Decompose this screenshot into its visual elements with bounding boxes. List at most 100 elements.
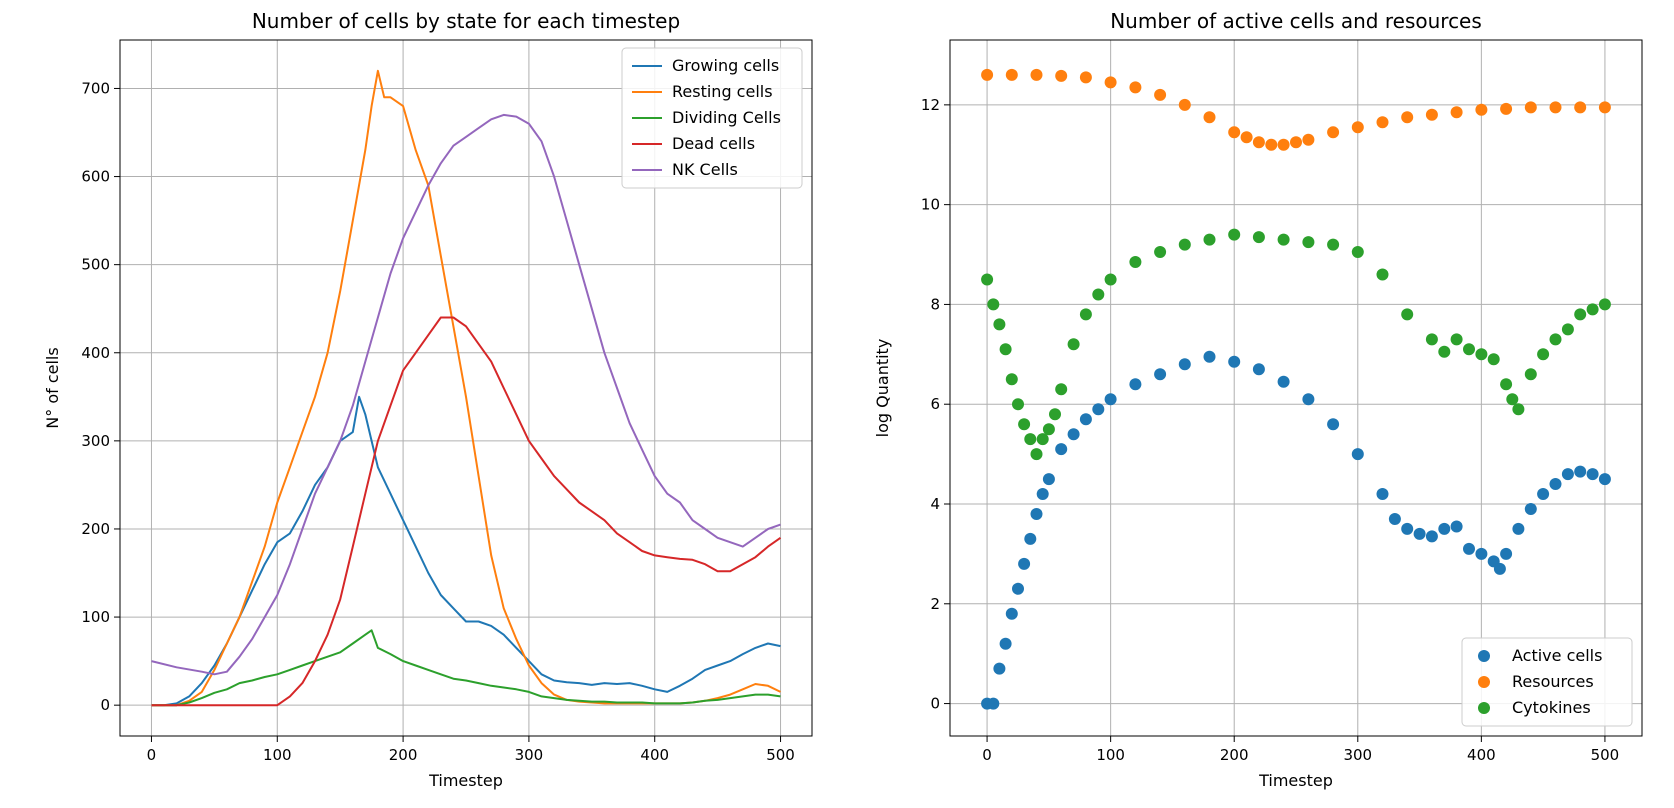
legend-label: Dead cells — [672, 134, 755, 153]
data-point — [1252, 136, 1265, 149]
data-point — [1228, 228, 1241, 241]
y-axis-label: log Quantity — [873, 339, 892, 438]
data-point — [1042, 423, 1055, 436]
series-resources — [981, 68, 1611, 151]
data-point — [1598, 298, 1611, 311]
data-point — [1030, 68, 1043, 81]
data-point — [1178, 358, 1191, 371]
data-point — [1450, 520, 1463, 533]
data-point — [1500, 378, 1513, 391]
data-point — [1586, 468, 1599, 481]
y-tick-label: 6 — [930, 395, 940, 413]
data-point — [1401, 308, 1414, 321]
data-point — [1277, 233, 1290, 246]
data-point — [1425, 333, 1438, 346]
data-point — [1240, 131, 1253, 144]
data-point — [1376, 116, 1389, 129]
data-point — [1024, 532, 1037, 545]
data-point — [1549, 101, 1562, 114]
data-point — [1388, 513, 1401, 525]
axes-frame — [119, 39, 813, 737]
data-point — [999, 637, 1012, 650]
data-point — [1302, 133, 1315, 146]
data-point — [1506, 393, 1519, 406]
data-point — [1302, 393, 1315, 406]
chart-title: Number of active cells and resources — [1110, 9, 1482, 33]
data-point — [1450, 106, 1463, 119]
data-point — [1154, 368, 1167, 381]
x-tick-label: 100 — [1096, 746, 1125, 764]
data-point — [1049, 408, 1061, 421]
legend-swatch — [1478, 676, 1490, 688]
x-axis-label: Timestep — [1258, 771, 1333, 790]
y-tick-label: 300 — [81, 432, 110, 450]
data-point — [1561, 323, 1574, 336]
plot-area — [981, 68, 1611, 710]
y-tick-label: 700 — [81, 79, 110, 97]
data-point — [1018, 557, 1031, 570]
legend: Active cells Resources Cytokines — [1461, 637, 1633, 727]
data-point — [987, 697, 1000, 710]
data-point — [1524, 101, 1537, 114]
data-point — [1203, 111, 1216, 124]
chart-2: 0 100 200 300 400 500 0 2 4 6 8 10 12 Number of activ… — [873, 9, 1643, 790]
data-point — [981, 273, 994, 286]
y-tick-label: 2 — [930, 595, 940, 613]
legend-label: Cytokines — [1512, 698, 1591, 717]
data-point — [1493, 562, 1506, 575]
axes-frame — [949, 39, 1643, 737]
data-point — [1005, 68, 1018, 81]
y-tick-label: 0 — [100, 696, 110, 714]
data-point — [1512, 522, 1525, 535]
series-active-cells — [981, 350, 1611, 710]
data-point — [1463, 542, 1475, 555]
data-point — [1036, 488, 1049, 500]
data-point — [1228, 355, 1241, 368]
chart-1: 0 100 200 300 400 500 0 100 200 300 400 500 600 700 Nu… — [43, 9, 813, 790]
data-point — [1104, 273, 1117, 286]
data-point — [1104, 393, 1117, 406]
y-tick-label: 12 — [921, 96, 940, 114]
data-point — [1203, 233, 1216, 246]
data-point — [1302, 236, 1315, 249]
data-point — [1079, 71, 1092, 84]
data-point — [1067, 338, 1080, 351]
data-point — [1036, 433, 1049, 446]
data-point — [1425, 530, 1438, 543]
y-tick-label: 100 — [81, 608, 110, 626]
data-point — [1401, 522, 1414, 535]
data-point — [1129, 378, 1142, 391]
legend-swatch — [1478, 650, 1490, 662]
data-point — [1178, 98, 1191, 111]
series-line-nk-cells — [151, 113, 781, 676]
data-point — [1598, 473, 1611, 486]
legend: Growing cells Resting cells Dividing Cells… — [621, 47, 803, 189]
data-point — [1178, 238, 1191, 251]
data-point — [1154, 246, 1167, 258]
legend-box — [1461, 637, 1633, 727]
y-tick-label: 10 — [921, 196, 940, 214]
data-point — [1042, 473, 1055, 486]
data-point — [1598, 101, 1611, 114]
y-tick-label: 500 — [81, 256, 110, 274]
data-point — [1005, 373, 1018, 386]
y-tick-label: 400 — [81, 344, 110, 362]
data-point — [1092, 288, 1105, 301]
x-tick-label: 500 — [1591, 746, 1620, 764]
data-point — [1512, 403, 1525, 416]
chart-title: Number of cells by state for each timest… — [252, 9, 680, 33]
x-tick-label: 0 — [147, 746, 157, 764]
data-point — [987, 298, 1000, 311]
legend-swatch — [1478, 702, 1490, 714]
data-point — [1537, 488, 1550, 500]
series-cytokines — [981, 228, 1611, 461]
data-point — [1055, 69, 1068, 82]
data-point — [1475, 547, 1488, 560]
legend-label: Resting cells — [672, 82, 773, 101]
y-tick-label: 4 — [930, 495, 940, 513]
legend-label: Growing cells — [672, 56, 779, 75]
data-point — [1327, 238, 1340, 251]
series-line-dead-cells — [151, 316, 782, 707]
